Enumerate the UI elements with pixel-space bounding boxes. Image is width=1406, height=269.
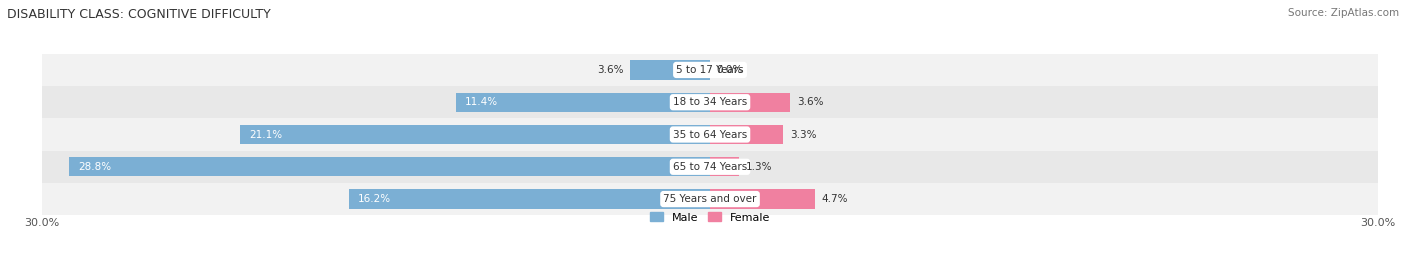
Bar	[710, 189, 814, 209]
Bar	[42, 183, 1378, 215]
Text: 3.3%: 3.3%	[790, 129, 817, 140]
Text: Source: ZipAtlas.com: Source: ZipAtlas.com	[1288, 8, 1399, 18]
Text: 35 to 64 Years: 35 to 64 Years	[673, 129, 747, 140]
Bar	[710, 125, 783, 144]
Text: 28.8%: 28.8%	[77, 162, 111, 172]
Bar	[42, 86, 1378, 118]
Text: 75 Years and over: 75 Years and over	[664, 194, 756, 204]
Bar	[349, 189, 710, 209]
Text: 18 to 34 Years: 18 to 34 Years	[673, 97, 747, 107]
Text: 3.6%: 3.6%	[596, 65, 623, 75]
Text: 0.0%: 0.0%	[717, 65, 742, 75]
Text: 4.7%: 4.7%	[821, 194, 848, 204]
Text: 21.1%: 21.1%	[249, 129, 283, 140]
Bar	[42, 118, 1378, 151]
Bar	[630, 60, 710, 80]
Legend: Male, Female: Male, Female	[650, 212, 770, 222]
Bar	[69, 157, 710, 176]
Text: 65 to 74 Years: 65 to 74 Years	[673, 162, 747, 172]
Text: 16.2%: 16.2%	[359, 194, 391, 204]
Bar	[42, 151, 1378, 183]
Text: 11.4%: 11.4%	[465, 97, 498, 107]
Text: 1.3%: 1.3%	[745, 162, 772, 172]
Bar	[240, 125, 710, 144]
Text: DISABILITY CLASS: COGNITIVE DIFFICULTY: DISABILITY CLASS: COGNITIVE DIFFICULTY	[7, 8, 271, 21]
Bar	[456, 93, 710, 112]
Bar	[710, 93, 790, 112]
Text: 5 to 17 Years: 5 to 17 Years	[676, 65, 744, 75]
Bar	[42, 54, 1378, 86]
Bar	[710, 157, 740, 176]
Text: 3.6%: 3.6%	[797, 97, 824, 107]
